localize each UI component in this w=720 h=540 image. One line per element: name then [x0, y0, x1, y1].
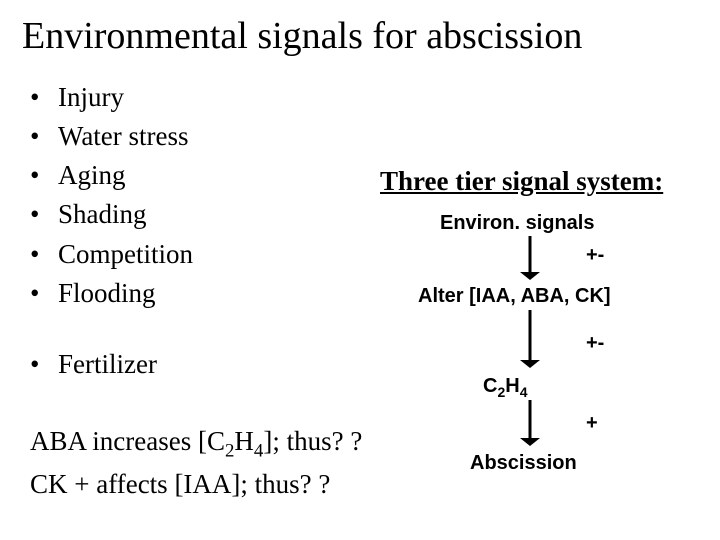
list-item: •Aging — [30, 156, 193, 195]
bullet-dot: • — [30, 156, 58, 195]
plus-3: + — [586, 412, 598, 435]
bullet-dot: • — [30, 345, 58, 384]
plus-minus-2: +- — [586, 332, 604, 355]
bullet-dot: • — [30, 117, 58, 156]
list-item: •Competition — [30, 235, 193, 274]
list-item: •Fertilizer — [30, 345, 193, 384]
aba-notes: ABA increases [C2H4]; thus? ? CK + affec… — [30, 422, 362, 504]
list-item-label: Flooding — [58, 274, 156, 313]
tier-alter-hormones: Alter [IAA, ABA, CK] — [418, 285, 611, 308]
list-item-label: Injury — [58, 78, 124, 117]
list-item-label: Water stress — [58, 117, 189, 156]
slide-title: Environmental signals for abscission — [22, 14, 582, 58]
bullet-dot: • — [30, 274, 58, 313]
list-item-label: Fertilizer — [58, 345, 157, 384]
list-item: •Injury — [30, 78, 193, 117]
three-tier-heading: Three tier signal system: — [380, 166, 663, 197]
aba-line-1: ABA increases [C2H4]; thus? ? — [30, 422, 362, 465]
bullet-dot: • — [30, 195, 58, 234]
list-item: •Shading — [30, 195, 193, 234]
plus-minus-1: +- — [586, 244, 604, 267]
list-item-label: Shading — [58, 195, 147, 234]
tier-ethylene: C2H4 — [483, 375, 528, 400]
list-item: •Flooding — [30, 274, 193, 313]
bullet-dot: • — [30, 78, 58, 117]
list-item: •Water stress — [30, 117, 193, 156]
bullet-list: •Injury•Water stress•Aging•Shading•Compe… — [30, 78, 193, 384]
list-item-label: Competition — [58, 235, 193, 274]
arrow-2 — [520, 310, 540, 368]
tier-abscission: Abscission — [470, 452, 577, 475]
bullet-dot: • — [30, 235, 58, 274]
arrow-3 — [520, 400, 540, 446]
aba-line-2: CK + affects [IAA]; thus? ? — [30, 465, 362, 504]
tier-environ-signals: Environ. signals — [440, 212, 594, 235]
list-item-label: Aging — [58, 156, 126, 195]
arrow-1 — [520, 236, 540, 280]
